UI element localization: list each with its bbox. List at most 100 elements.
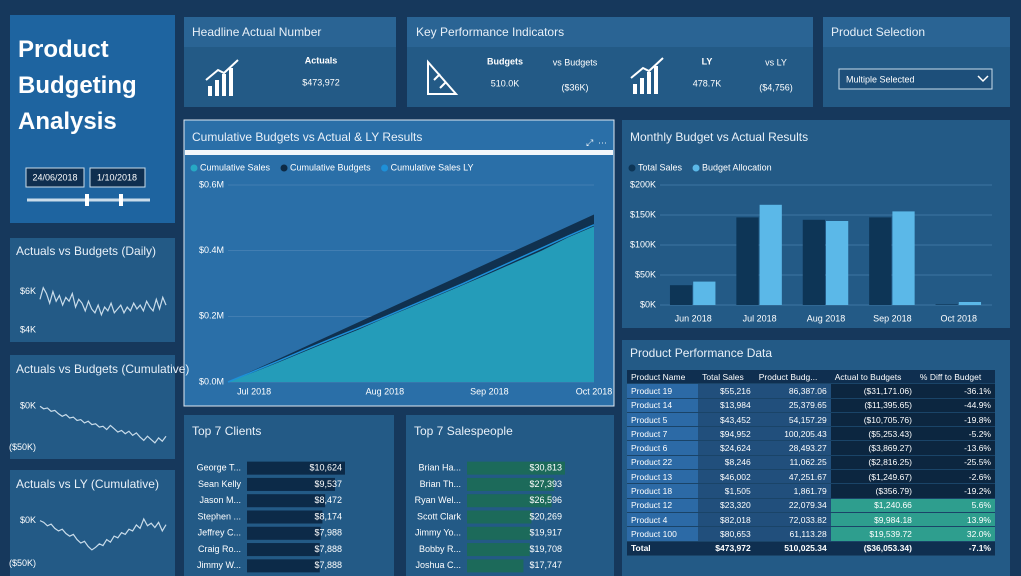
table-cell: 13.9% bbox=[915, 512, 995, 528]
value-label: $7,888 bbox=[314, 544, 342, 554]
table-row[interactable]: Product 19 $55,216 86,387.06 ($31,171.06) -3… bbox=[627, 383, 995, 399]
y-tick-label: ($50K) bbox=[9, 558, 36, 568]
bar bbox=[247, 477, 335, 491]
table-cell: ($2,816.25) bbox=[830, 455, 916, 471]
bar bbox=[802, 219, 825, 305]
panel-title: Monthly Budget vs Actual Results bbox=[630, 130, 808, 144]
more-options[interactable]: ··· bbox=[598, 137, 607, 147]
sparkline bbox=[39, 405, 167, 444]
legend-marker bbox=[692, 164, 700, 172]
table-cell: $1,505 bbox=[698, 483, 755, 499]
y-tick-label: $200K bbox=[630, 179, 656, 189]
dashboard-title: Product Budgeting Analysis bbox=[18, 36, 137, 135]
legend-marker bbox=[190, 164, 198, 172]
table-cell: 28,493.27 bbox=[754, 440, 831, 456]
value-label: $19,917 bbox=[529, 528, 562, 538]
value-label: $20,269 bbox=[529, 511, 562, 521]
table-cell: -44.9% bbox=[915, 398, 995, 413]
x-tick-label: Oct 2018 bbox=[576, 386, 613, 396]
kpi-label: Actuals bbox=[305, 55, 338, 65]
table-cell: Product 18 bbox=[627, 483, 699, 499]
panel-title: Actuals vs Budgets (Cumulative) bbox=[16, 362, 189, 376]
table-cell: Product 22 bbox=[627, 455, 699, 471]
bar bbox=[247, 526, 321, 540]
table-cell: ($10,705.76) bbox=[830, 412, 916, 428]
kpi-value: 478.7K bbox=[693, 78, 722, 88]
table-cell: 61,113.28 bbox=[754, 526, 831, 542]
slider-handle[interactable] bbox=[85, 194, 89, 206]
legend-label: Cumulative Sales LY bbox=[391, 162, 474, 172]
table-cell: Product 19 bbox=[627, 383, 699, 399]
bar bbox=[467, 526, 531, 540]
slider-handle[interactable] bbox=[119, 194, 123, 206]
category-label: Ryan Wel... bbox=[415, 495, 461, 505]
bar bbox=[247, 494, 326, 508]
table-row[interactable]: Product 5 $43,452 54,157.29 ($10,705.76) -19… bbox=[627, 412, 995, 428]
bar bbox=[247, 559, 320, 573]
x-tick-label: Sep 2018 bbox=[873, 313, 912, 323]
table-cell: 11,062.25 bbox=[754, 455, 831, 471]
legend-marker bbox=[280, 164, 288, 172]
panel-title: Product Selection bbox=[831, 25, 925, 39]
table-cell: Product 14 bbox=[627, 398, 699, 413]
table-cell: Product 7 bbox=[627, 426, 699, 442]
table-row[interactable]: Product 100 $80,653 61,113.28 $19,539.72 32.… bbox=[627, 526, 995, 542]
table-row[interactable]: Product 4 $82,018 72,033.82 $9,984.18 13.9% bbox=[627, 512, 995, 528]
bar bbox=[892, 211, 915, 305]
table-cell: $23,320 bbox=[698, 498, 755, 513]
x-tick-label: Oct 2018 bbox=[941, 313, 978, 323]
table-row[interactable]: Product 14 $13,984 25,379.65 ($11,395.65) -4… bbox=[627, 398, 995, 413]
table-row[interactable]: Product 18 $1,505 1,861.79 ($356.79) -19.2% bbox=[627, 483, 995, 499]
table-row[interactable]: Product 13 $46,002 47,251.67 ($1,249.67) -2.… bbox=[627, 469, 995, 485]
y-tick-label: $100K bbox=[630, 239, 656, 249]
table-row[interactable]: Product 6 $24,624 28,493.27 ($3,869.27) -13.… bbox=[627, 440, 995, 456]
table-cell: 72,033.82 bbox=[754, 512, 831, 528]
date-input[interactable] bbox=[89, 167, 146, 188]
y-tick-label: $6K bbox=[20, 286, 36, 296]
panel-title: Key Performance Indicators bbox=[416, 25, 564, 39]
category-label: Bobby R... bbox=[419, 544, 461, 554]
category-label: Scott Clark bbox=[417, 511, 462, 521]
dropdown[interactable]: Multiple Selected bbox=[838, 68, 993, 90]
table-cell: 510,025.34 bbox=[754, 541, 831, 556]
table-row[interactable]: Product 22 $8,246 11,062.25 ($2,816.25) -25.… bbox=[627, 455, 995, 471]
y-tick-label: $0K bbox=[640, 299, 656, 309]
column-header: Product Budg... bbox=[754, 370, 831, 385]
bar bbox=[247, 543, 320, 557]
panel-title: Cumulative Budgets vs Actual & LY Result… bbox=[192, 130, 422, 144]
focus-icon[interactable]: ⤢ bbox=[585, 137, 593, 147]
category-label: George T... bbox=[197, 463, 241, 473]
panel-title: Headline Actual Number bbox=[192, 25, 321, 39]
value-label: $26,596 bbox=[529, 495, 562, 505]
date-input[interactable] bbox=[25, 167, 85, 188]
table-row[interactable]: Product 12 $23,320 22,079.34 $1,240.66 5.6% bbox=[627, 498, 995, 513]
panel bbox=[10, 470, 175, 576]
dropdown-box[interactable] bbox=[838, 68, 993, 90]
category-label: Joshua C... bbox=[415, 560, 461, 570]
panel-title: Actuals vs LY (Cumulative) bbox=[16, 477, 159, 491]
panel-header bbox=[407, 17, 813, 47]
bar bbox=[467, 477, 555, 491]
table-cell: -36.1% bbox=[915, 383, 995, 399]
category-label: Brian Th... bbox=[420, 479, 461, 489]
date-start: 24/06/2018 bbox=[32, 172, 77, 182]
table-cell: -5.2% bbox=[915, 426, 995, 442]
kpi-value: ($4,756) bbox=[759, 82, 793, 92]
legend-label: Total Sales bbox=[638, 162, 683, 172]
panel bbox=[10, 355, 175, 459]
title-panel bbox=[10, 15, 175, 223]
kpi-value: 510.0K bbox=[491, 78, 520, 88]
table-cell: 1,861.79 bbox=[754, 483, 831, 499]
area bbox=[228, 226, 594, 382]
value-label: $7,988 bbox=[314, 528, 342, 538]
bar bbox=[467, 559, 524, 573]
panel-title: Top 7 Salespeople bbox=[414, 424, 513, 438]
table-cell: -25.5% bbox=[915, 455, 995, 471]
table-cell: -19.8% bbox=[915, 412, 995, 428]
table-cell: 100,205.43 bbox=[754, 426, 831, 442]
y-tick-label: $4K bbox=[20, 325, 36, 335]
table-total-row: Total $473,972 510,025.34 ($36,053.34) -7.1% bbox=[627, 541, 995, 556]
y-tick-label: $50K bbox=[635, 269, 656, 279]
table-row[interactable]: Product 7 $94,952 100,205.43 ($5,253.43) -5.… bbox=[627, 426, 995, 442]
